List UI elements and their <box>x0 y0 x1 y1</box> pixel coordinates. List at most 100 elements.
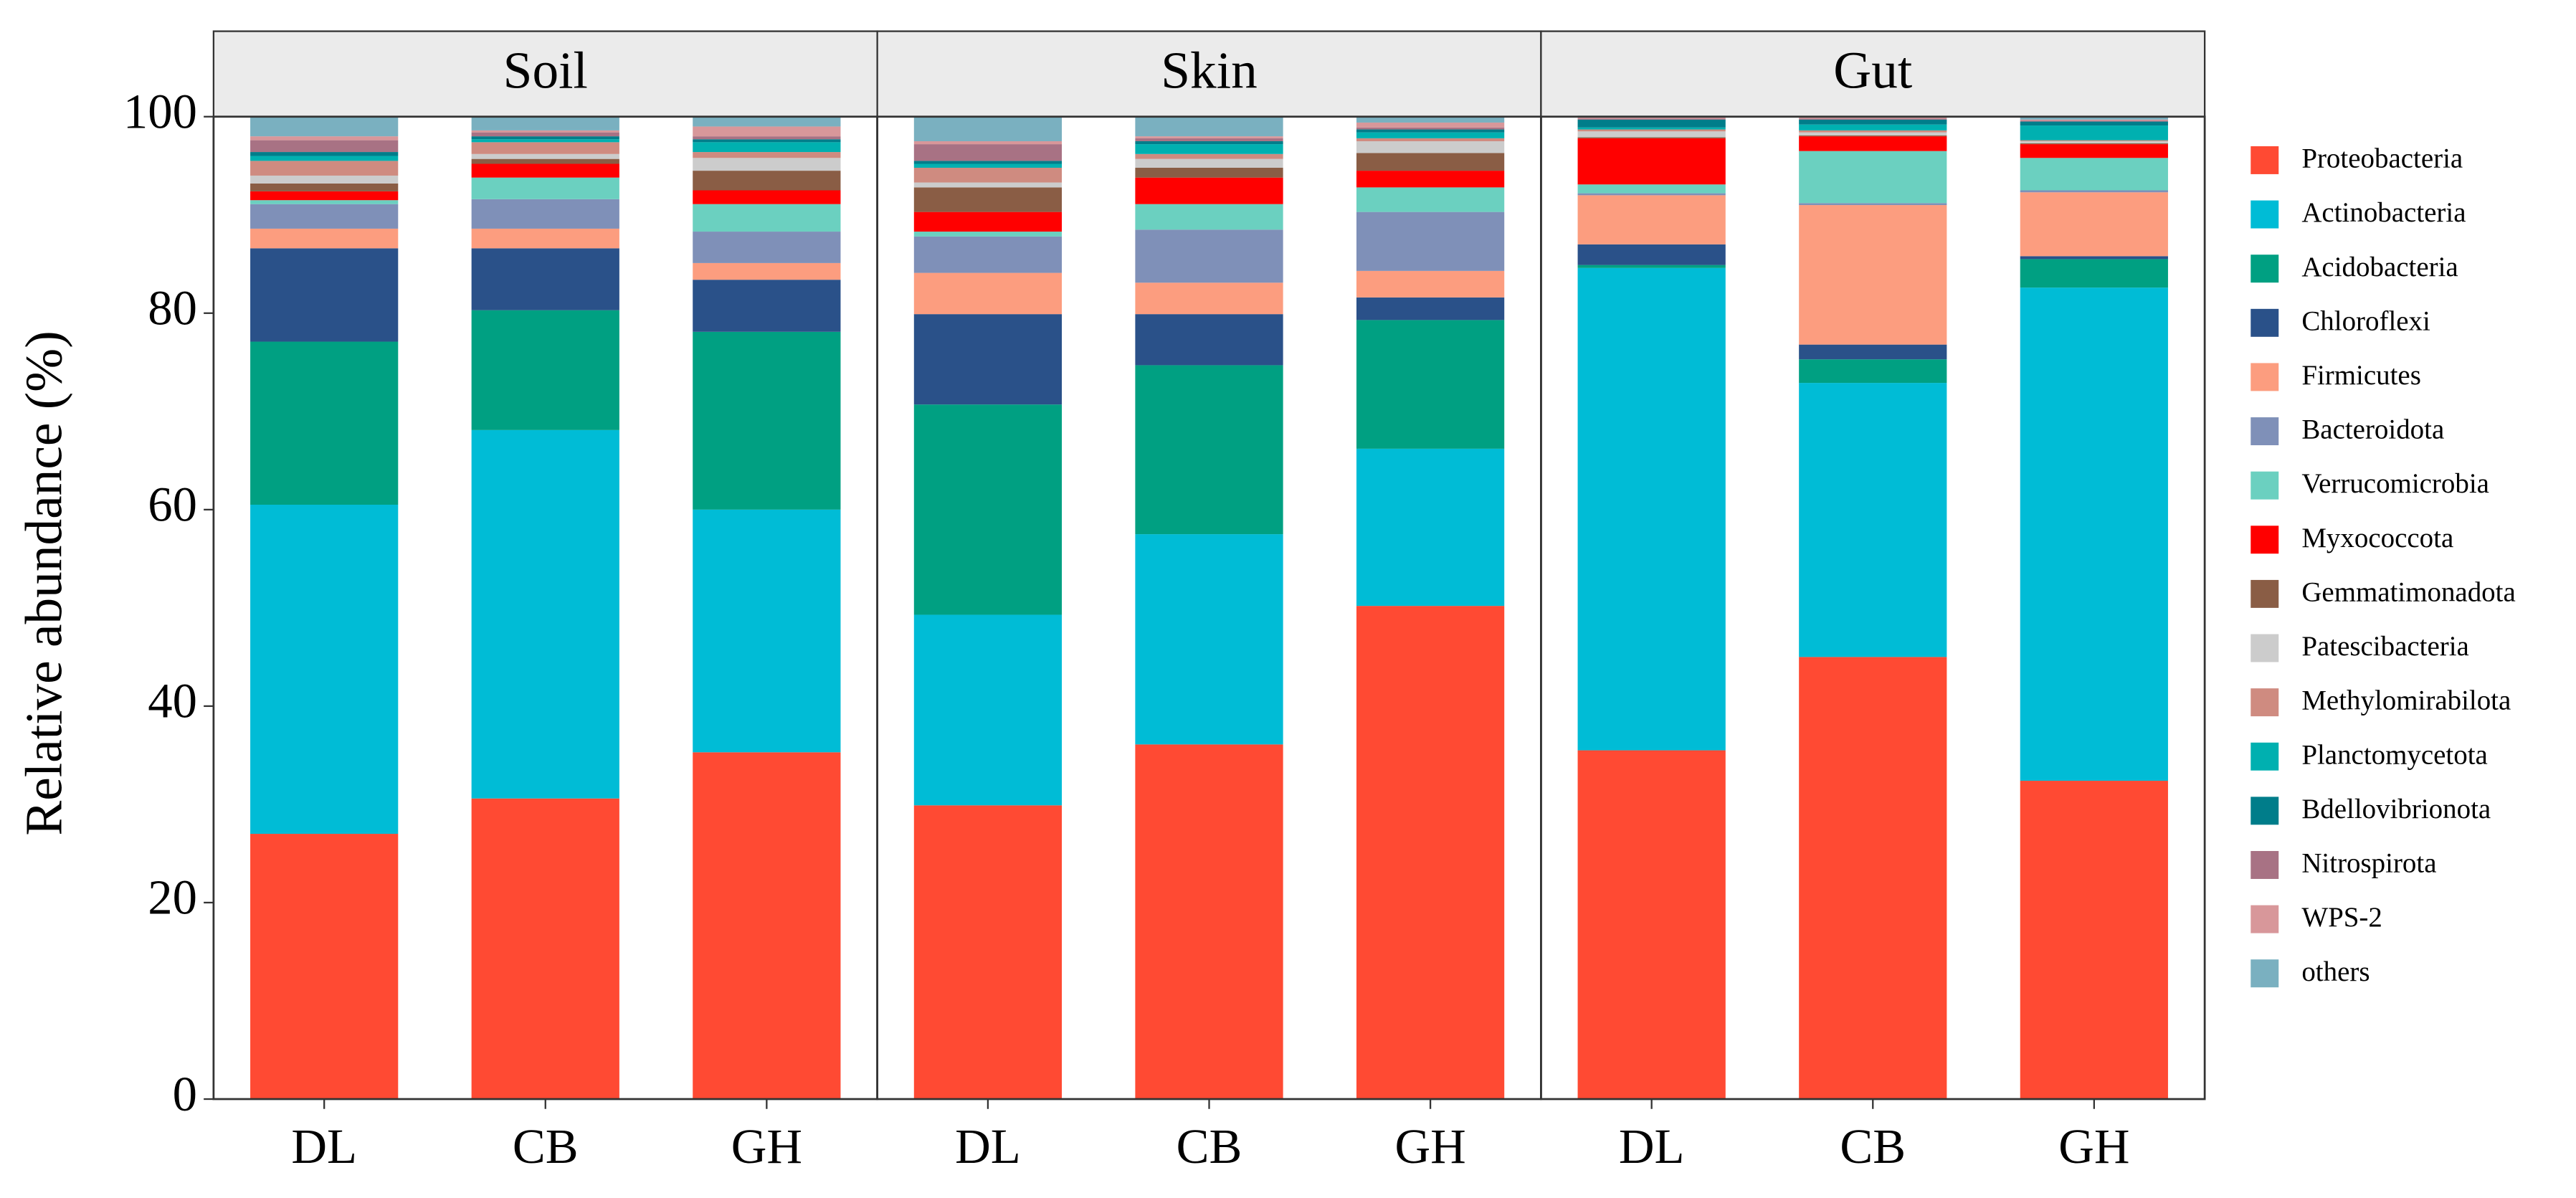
bar-segment <box>471 158 619 164</box>
x-tick-label: DL <box>1619 1119 1685 1174</box>
legend-label: Firmicutes <box>2301 360 2421 391</box>
bar-segment <box>250 156 399 161</box>
legend-label: Patescibacteria <box>2301 631 2469 662</box>
legend-label: Verrucomicrobia <box>2301 468 2489 499</box>
bar-segment <box>913 314 1063 405</box>
legend-swatch <box>2251 200 2279 229</box>
bar-segment <box>1356 153 1505 171</box>
bar-segment <box>1356 138 1505 141</box>
bar-segment <box>693 171 841 191</box>
bar-segment <box>1135 167 1283 178</box>
y-tick-label: 100 <box>123 85 197 139</box>
legend-swatch <box>2251 526 2279 554</box>
bar-segment <box>471 798 619 1100</box>
legend-label: Actinobacteria <box>2301 197 2466 228</box>
bar-segment <box>2020 125 2168 141</box>
bar-segment <box>913 805 1063 1100</box>
bar-segment <box>2020 256 2168 260</box>
legend-swatch <box>2251 905 2279 933</box>
bar-segment <box>913 232 1063 237</box>
bar-segment <box>693 142 841 153</box>
bar-segment <box>913 404 1063 615</box>
bar-segment <box>1799 151 1947 204</box>
bar-segment <box>250 248 399 342</box>
bar-segment <box>2020 141 2168 143</box>
x-tick-label: CB <box>513 1119 579 1174</box>
legend-swatch <box>2251 688 2279 717</box>
x-tick-label: GH <box>731 1119 802 1174</box>
bar-segment <box>2020 120 2168 122</box>
y-tick-label: 80 <box>148 281 197 336</box>
facet-strip <box>212 30 878 118</box>
bar-segment <box>1135 744 1283 1100</box>
bar-segment <box>913 116 1063 141</box>
bar-segment <box>1356 448 1505 607</box>
bar-segment <box>1356 270 1505 298</box>
bar-segment <box>250 204 399 229</box>
bar-segment <box>1577 129 1726 132</box>
bar-segment <box>250 152 399 156</box>
legend-label: Myxococcota <box>2301 523 2453 553</box>
bar-segment <box>1799 119 1947 125</box>
bar-segment <box>913 161 1063 164</box>
bar-segment <box>1356 211 1505 271</box>
bar-segment <box>471 177 619 199</box>
bar-segment <box>1356 132 1505 138</box>
bar-segment <box>1356 320 1505 449</box>
bar-segment <box>1577 267 1726 751</box>
bar-segment <box>471 130 619 133</box>
bar-segment <box>1356 122 1505 128</box>
bar-segment <box>471 132 619 137</box>
legend-swatch <box>2251 959 2279 988</box>
bar-segment <box>913 236 1063 273</box>
bar-segment <box>471 153 619 159</box>
bar-segment <box>471 199 619 229</box>
bar-segment <box>1135 136 1283 138</box>
bar-segment <box>250 834 399 1100</box>
bar-segment <box>250 228 399 249</box>
legend-label: Bdellovibrionota <box>2301 794 2491 824</box>
legend-label: Chloroflexi <box>2301 305 2430 336</box>
bar-segment <box>913 187 1063 212</box>
bar-segment <box>471 116 619 130</box>
bar-segment <box>471 139 619 143</box>
x-tick-label: GH <box>2058 1119 2129 1174</box>
legend-swatch <box>2251 634 2279 662</box>
bar-segment <box>693 139 841 143</box>
bar-segment <box>1799 118 1947 120</box>
panel-border <box>1540 115 2206 1100</box>
bar-segment <box>1577 265 1726 268</box>
bar-segment <box>2020 781 2168 1100</box>
bar-segment <box>1356 187 1505 212</box>
y-tick-label: 0 <box>173 1067 197 1121</box>
bar-segment <box>1577 131 1726 138</box>
bar-segment <box>471 142 619 154</box>
bar-segment <box>1356 606 1505 1100</box>
bar-segment <box>1577 119 1726 128</box>
legend-swatch <box>2251 851 2279 879</box>
bar-segment <box>693 126 841 137</box>
bar-segment <box>1135 153 1283 159</box>
bar-segment <box>1799 344 1947 360</box>
bar-segment <box>1135 138 1283 141</box>
bar-segment <box>250 116 399 137</box>
bar-segment <box>1135 116 1283 137</box>
bar-segment <box>1356 171 1505 188</box>
bar-segment <box>693 752 841 1100</box>
bar-segment <box>1577 244 1726 265</box>
bar-segment <box>250 136 399 141</box>
bar-segment <box>2020 259 2168 288</box>
bar-segment <box>693 509 841 753</box>
bar-segment <box>693 331 841 510</box>
bar-segment <box>471 163 619 178</box>
legend-swatch <box>2251 255 2279 283</box>
bar-segment <box>1577 193 1726 196</box>
bar-segment <box>2020 158 2168 191</box>
bar-segment <box>693 280 841 332</box>
bar-segment <box>1799 130 1947 133</box>
bar-segment <box>913 144 1063 161</box>
legend-label: Gemmatimonadota <box>2301 576 2515 607</box>
legend-swatch <box>2251 308 2279 337</box>
facet-strip <box>876 30 1542 118</box>
legend-swatch <box>2251 579 2279 608</box>
